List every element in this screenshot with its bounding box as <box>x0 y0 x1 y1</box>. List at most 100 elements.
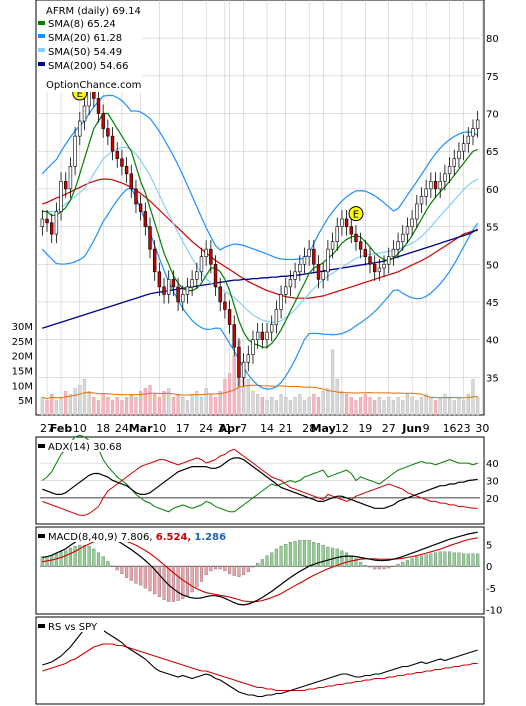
macd-histogram-bar <box>101 556 105 567</box>
macd-histogram-bar <box>134 566 138 584</box>
price-tick-label: 55 <box>486 223 499 234</box>
candle-body <box>185 286 190 295</box>
volume-bar <box>223 379 227 416</box>
x-tick-label: 24 <box>115 422 129 435</box>
volume-bar <box>396 396 400 416</box>
macd-histogram-bar <box>429 553 433 567</box>
macd-histogram-bar <box>223 566 227 572</box>
macd-histogram-bar <box>246 566 250 573</box>
macd-histogram-bar <box>312 542 316 567</box>
candle-body <box>433 181 438 190</box>
volume-bar <box>40 396 44 416</box>
candle-body <box>251 339 255 356</box>
candle-body <box>382 263 386 269</box>
macd-histogram-bar <box>64 550 68 567</box>
macd-histogram-bar <box>316 543 321 567</box>
macd-histogram-bar <box>405 560 410 567</box>
candle-body <box>344 218 349 227</box>
macd-histogram-bar <box>143 566 147 589</box>
x-tick-label: 9 <box>423 422 430 435</box>
volume-bar <box>293 396 297 416</box>
volume-tick-label: 30M <box>12 322 33 333</box>
macd-histogram-bar <box>50 555 54 567</box>
rs-label-swatch <box>38 624 45 628</box>
candle-body <box>181 294 185 303</box>
price-tick-label: 50 <box>486 260 499 271</box>
volume-bar <box>349 396 353 416</box>
price-axis: 80 75 70 65 60 55 50 45 40 35 <box>486 34 499 384</box>
x-tick-label: 12 <box>335 422 349 435</box>
volume-bar <box>415 399 419 416</box>
volume-bar <box>302 399 307 416</box>
macd-tick-label: 5 <box>486 540 492 551</box>
candle-body <box>368 256 372 265</box>
candle-body <box>461 143 466 152</box>
macd-histogram-bar <box>199 566 204 582</box>
candle-body <box>124 165 129 175</box>
x-tick-label: May <box>311 422 336 435</box>
candle-body <box>176 286 180 303</box>
candle-body <box>227 309 232 325</box>
candle-body <box>143 211 148 227</box>
sma50-red-line <box>42 178 478 299</box>
volume-bar <box>256 394 260 416</box>
volume-bar <box>134 396 138 416</box>
earnings-marker-icon <box>348 206 364 222</box>
macd-histogram-bar <box>359 562 363 567</box>
candle-body <box>363 248 368 258</box>
volume-bar <box>190 394 194 416</box>
volume-tick-label: 5M <box>18 396 33 407</box>
macd-histogram-bar <box>82 544 87 567</box>
price-tick-label: 60 <box>486 185 499 196</box>
adx-axis: 40 30 20 <box>486 459 499 505</box>
volume-bar <box>251 391 255 416</box>
macd-histogram-bar <box>298 540 302 567</box>
candle-body <box>354 233 358 242</box>
volume-bar <box>176 394 180 416</box>
candle-body <box>405 226 410 235</box>
price-tick-label: 70 <box>486 110 499 121</box>
volume-bar <box>157 396 161 416</box>
volume-bar <box>171 396 176 416</box>
volume-bar <box>209 394 213 416</box>
volume-bar <box>466 394 470 416</box>
candle-body <box>129 173 133 190</box>
macd-histogram-bar <box>185 566 190 596</box>
volume-bar <box>429 396 433 416</box>
candle-body <box>443 173 447 182</box>
macd-histogram-bar <box>443 551 447 567</box>
candle-body <box>475 119 480 129</box>
volume-tick-label: 25M <box>12 337 33 348</box>
macd-histogram-bar <box>139 566 143 586</box>
candle-body <box>321 271 325 280</box>
volume-bar <box>359 396 363 416</box>
macd-histogram-bar <box>265 555 269 567</box>
volume-bar <box>68 394 73 416</box>
volume-bar <box>139 391 143 416</box>
volume-bar <box>452 399 456 416</box>
macd-histogram-bar <box>218 566 222 570</box>
macd-histogram-bar <box>396 564 400 567</box>
volume-bar <box>82 379 87 416</box>
volume-bar <box>438 396 442 416</box>
sma20-light-line <box>42 146 478 323</box>
volume-bar <box>270 396 274 416</box>
candle-body <box>218 286 222 303</box>
macd-histogram-bar <box>448 551 452 567</box>
volume-tick-label: 15M <box>12 366 33 377</box>
candle-body <box>45 218 49 224</box>
volume-bar <box>45 399 49 416</box>
legend-sma8: SMA(8) 65.24 <box>48 19 116 30</box>
x-tick-label: 30 <box>475 422 489 435</box>
candle-body <box>358 241 363 250</box>
macd-histogram-bar <box>387 566 391 569</box>
macd-histogram-bar <box>251 566 255 568</box>
candle-body <box>372 263 377 273</box>
macd-histogram-bar <box>115 566 119 571</box>
x-tick-label: Jun <box>401 422 422 435</box>
candle-body <box>260 331 265 340</box>
candle-body <box>162 286 166 295</box>
volume-bar <box>78 385 82 416</box>
candle-body <box>471 128 475 137</box>
